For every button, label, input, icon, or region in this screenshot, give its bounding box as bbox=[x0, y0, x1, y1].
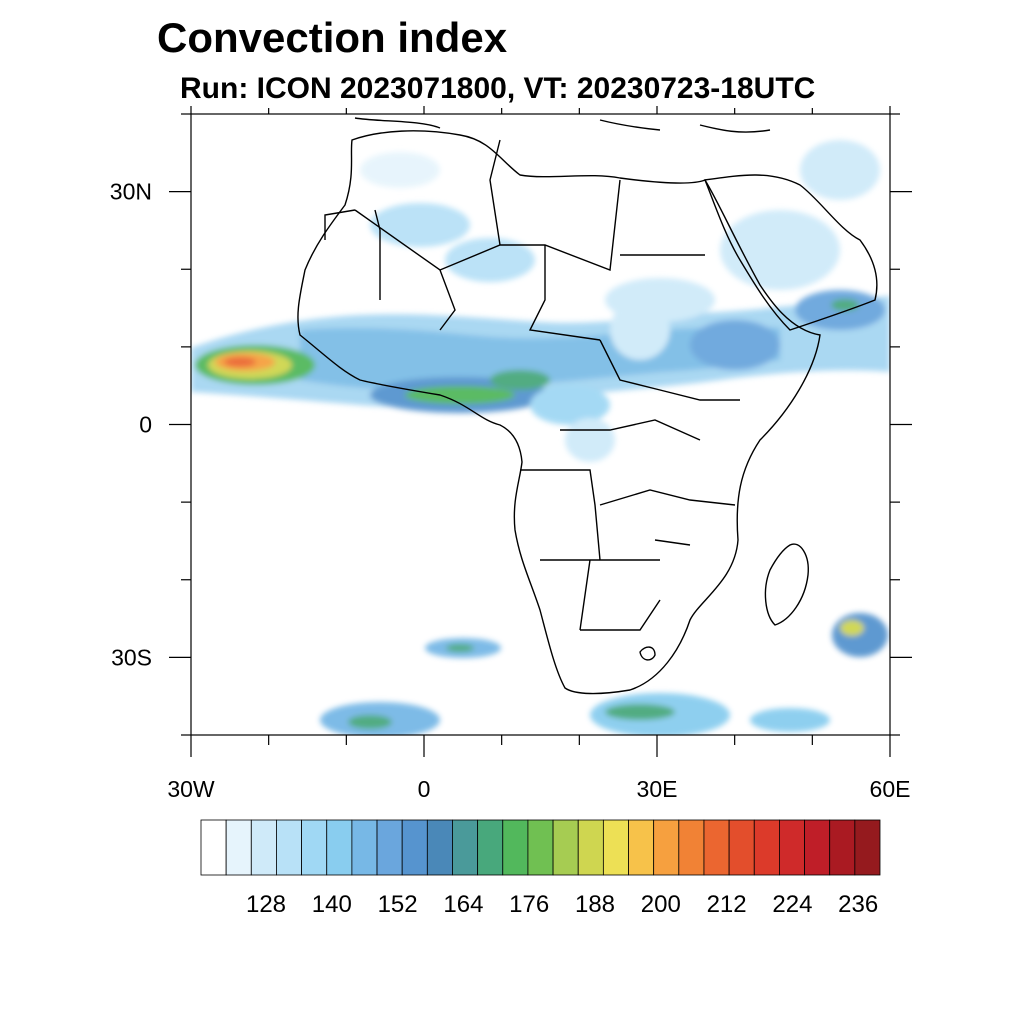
colorbar-box bbox=[376, 819, 403, 876]
colorbar-box bbox=[477, 819, 504, 876]
colorbar-box bbox=[628, 819, 655, 876]
lat-tick-label: 0 bbox=[139, 412, 152, 438]
colorbar bbox=[200, 819, 881, 876]
colorbar-box bbox=[351, 819, 378, 876]
colorbar-box bbox=[753, 819, 780, 876]
colorbar-box bbox=[552, 819, 579, 876]
lon-tick-label: 30E bbox=[637, 776, 678, 802]
colorbar-label: 200 bbox=[641, 891, 681, 918]
lat-tick-label: 30N bbox=[110, 179, 152, 205]
colorbar-label: 164 bbox=[443, 891, 483, 918]
colorbar-box bbox=[577, 819, 604, 876]
lon-tick-label: 60E bbox=[870, 776, 911, 802]
colorbar-box bbox=[653, 819, 680, 876]
colorbar-label: 212 bbox=[707, 891, 747, 918]
colorbar-box bbox=[426, 819, 453, 876]
colorbar-label: 188 bbox=[575, 891, 615, 918]
lon-tick-labels: 30W 0 30E 60E bbox=[167, 776, 910, 802]
colorbar-box bbox=[804, 819, 831, 876]
colorbar-box bbox=[276, 819, 302, 876]
colorbar-box bbox=[703, 819, 730, 876]
colorbar-label: 176 bbox=[509, 891, 549, 918]
colorbar-label: 224 bbox=[772, 891, 812, 918]
colorbar-box bbox=[602, 819, 629, 876]
convection-field bbox=[191, 140, 890, 735]
colorbar-box bbox=[200, 819, 227, 876]
colorbar-label: 140 bbox=[312, 891, 352, 918]
colorbar-label: 236 bbox=[838, 891, 878, 918]
axis-ticks bbox=[169, 106, 912, 757]
chart-title: Convection index bbox=[157, 14, 508, 61]
lat-tick-label: 30S bbox=[111, 644, 152, 670]
colorbar-box bbox=[401, 819, 428, 876]
colorbar-box bbox=[250, 819, 277, 876]
colorbar-box bbox=[326, 819, 353, 876]
colorbar-box bbox=[225, 819, 252, 876]
map-frame bbox=[190, 113, 891, 736]
colorbar-box bbox=[502, 819, 529, 876]
colorbar-box bbox=[854, 819, 881, 876]
colorbar-box bbox=[301, 819, 328, 876]
colorbar-label: 152 bbox=[378, 891, 418, 918]
lon-tick-label: 0 bbox=[418, 776, 431, 802]
colorbar-box bbox=[829, 819, 856, 876]
coastlines bbox=[297, 117, 878, 695]
colorbar-label: 128 bbox=[246, 891, 286, 918]
colorbar-box bbox=[527, 819, 554, 876]
lon-tick-label: 30W bbox=[167, 776, 215, 802]
colorbar-box bbox=[678, 819, 705, 876]
colorbar-box bbox=[779, 819, 805, 876]
colorbar-box bbox=[728, 819, 755, 876]
lat-tick-labels: 30N 0 30S bbox=[110, 179, 152, 671]
chart-subtitle: Run: ICON 2023071800, VT: 20230723-18UTC bbox=[180, 72, 816, 105]
colorbar-box bbox=[452, 819, 479, 876]
colorbar-labels: 128 140 152 164 176 188 200 212 224 236 bbox=[246, 891, 878, 918]
